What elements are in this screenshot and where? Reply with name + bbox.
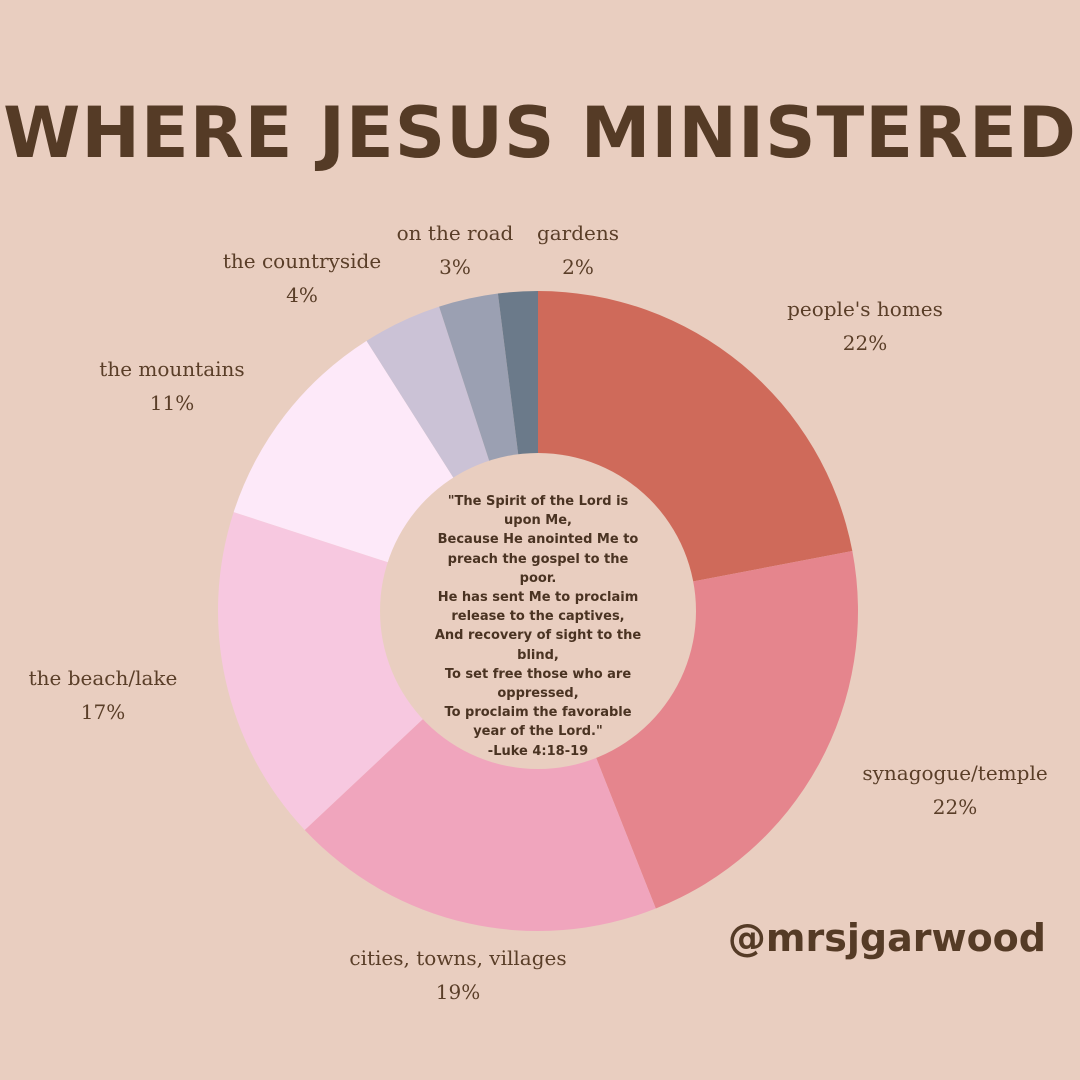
slice-labels: people's homes 22% synagogue/temple 22% citi…: [29, 221, 1048, 1004]
slice-label: gardens: [537, 221, 619, 245]
slice-percent-label: 4%: [286, 283, 318, 307]
slice-label: the mountains: [99, 357, 244, 381]
quote-line: oppressed,: [497, 686, 579, 702]
slice-percent-label: 17%: [81, 700, 125, 724]
quote-line: He has sent Me to proclaim: [437, 590, 639, 606]
quote-line: blind,: [517, 647, 559, 663]
quote-line: Because He anointed Me to: [437, 532, 639, 548]
slice-label: cities, towns, villages: [349, 946, 566, 970]
donut-hole: [380, 453, 696, 769]
slice-label: the beach/lake: [29, 666, 178, 690]
chart-title: WHERE JESUS MINISTERED: [3, 92, 1077, 174]
quote-line: -Luke 4:18-19: [487, 743, 589, 759]
slice-label: synagogue/temple: [862, 761, 1047, 785]
slice-percent-label: 19%: [436, 980, 480, 1004]
slice-percent-label: 22%: [933, 795, 977, 819]
quote-line: "The Spirit of the Lord is: [447, 494, 629, 509]
slice-percent-label: 3%: [439, 255, 471, 279]
quote-line: To set free those who are: [444, 666, 632, 682]
slice-label: the countryside: [223, 249, 381, 273]
quote-line: To proclaim the favorable: [444, 705, 632, 721]
quote-line: year of the Lord.": [473, 724, 603, 740]
slice-percent-label: 11%: [150, 391, 194, 415]
center-quote: "The Spirit of the Lord is upon Me, Becaus…: [408, 492, 668, 761]
slice-percent-label: 22%: [843, 331, 887, 355]
quote-line: preach the gospel to the: [447, 551, 629, 567]
slice-label: people's homes: [787, 297, 943, 321]
author-handle: @mrsjgarwood: [727, 916, 1046, 960]
slice-label: on the road: [397, 221, 514, 245]
quote-line: release to the captives,: [451, 609, 625, 625]
quote-line: upon Me,: [504, 513, 572, 529]
quote-line: poor.: [519, 570, 557, 586]
quote-line: And recovery of sight to the: [434, 628, 642, 644]
slice-percent-label: 2%: [562, 255, 594, 279]
